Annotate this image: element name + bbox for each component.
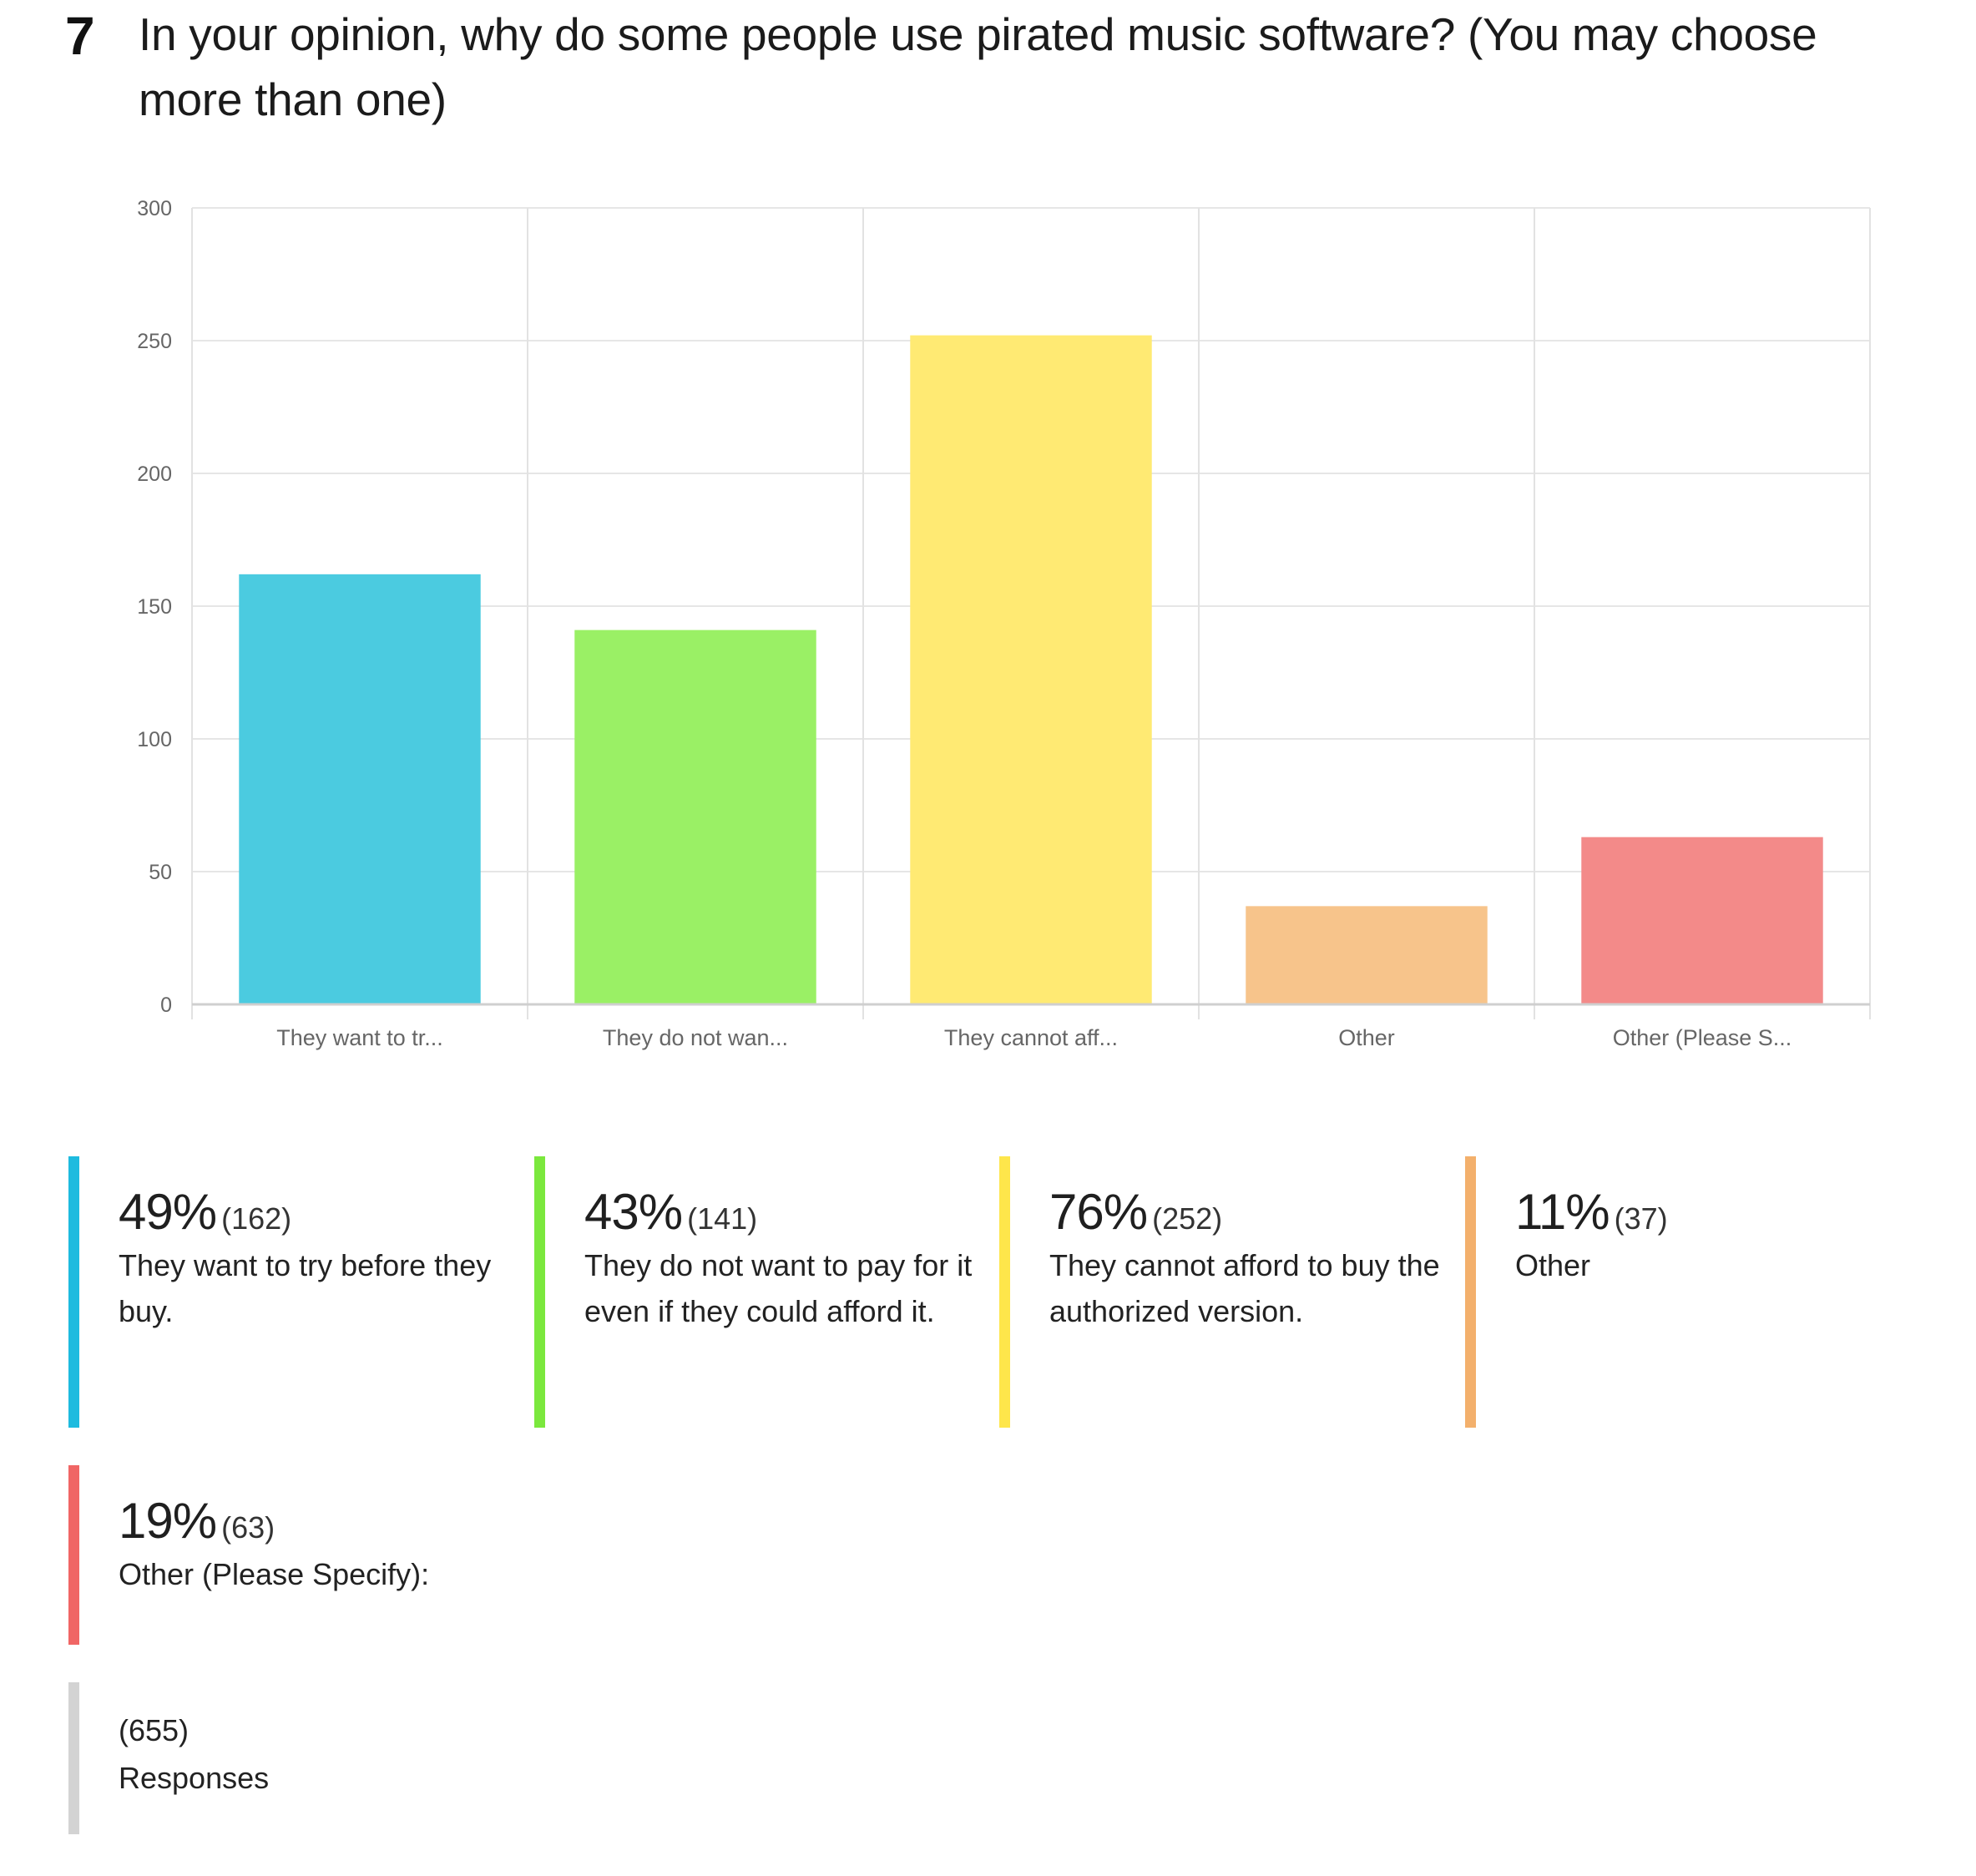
- chart-bars: [239, 335, 1823, 1004]
- legend-percent: 43%: [584, 1184, 683, 1240]
- legend-count: (37): [1614, 1201, 1668, 1236]
- legend-count: (141): [687, 1201, 758, 1236]
- bar[interactable]: [574, 630, 816, 1004]
- bar[interactable]: [1581, 837, 1823, 1004]
- legend-count: (252): [1152, 1201, 1223, 1236]
- y-tick-label: 100: [137, 728, 172, 751]
- question-number: 7: [65, 6, 95, 66]
- y-tick-label: 300: [137, 197, 172, 220]
- x-tick-label: Other: [1338, 1025, 1395, 1050]
- legend-color-bar: [999, 1156, 1010, 1428]
- legend-label: They do not want to pay for it even if t…: [584, 1248, 973, 1328]
- responses-color-bar: [68, 1682, 79, 1834]
- x-tick-label: They do not wan...: [603, 1025, 788, 1050]
- legend-color-bar: [68, 1465, 79, 1645]
- y-tick-label: 250: [137, 330, 172, 353]
- legend-color-bar: [1465, 1156, 1476, 1428]
- legend-label: Other: [1515, 1248, 1591, 1282]
- legend-percent: 11%: [1515, 1184, 1610, 1240]
- chart-axes: 0 50 100 150 200 250 300 They want to tr... They…: [137, 197, 1870, 1050]
- y-tick-label: 0: [160, 994, 172, 1017]
- legend-label: They cannot afford to buy the authorized…: [1049, 1248, 1440, 1328]
- question-title: In your opinion, why do some people use …: [139, 8, 1817, 125]
- responses-label: Responses: [119, 1761, 270, 1795]
- y-tick-label: 50: [149, 861, 172, 884]
- legend-label: They want to try before they buy.: [119, 1248, 492, 1328]
- bar[interactable]: [239, 574, 481, 1004]
- legend-count: (162): [221, 1201, 292, 1236]
- legend-percent: 19%: [119, 1493, 217, 1549]
- bar[interactable]: [910, 335, 1152, 1004]
- legend-color-bar: [534, 1156, 545, 1428]
- legend-label: Other (Please Specify):: [119, 1557, 430, 1591]
- legend-percent: 76%: [1049, 1184, 1148, 1240]
- y-tick-label: 150: [137, 595, 172, 619]
- bar-chart: 0 50 100 150 200 250 300 They want to tr... They…: [137, 197, 1871, 1050]
- y-tick-label: 200: [137, 463, 172, 486]
- bar[interactable]: [1246, 906, 1488, 1004]
- x-tick-label: Other (Please S...: [1613, 1025, 1792, 1050]
- responses-count: (655): [119, 1713, 190, 1747]
- legend-percent: 49%: [119, 1184, 217, 1240]
- x-tick-label: They want to tr...: [276, 1025, 443, 1050]
- x-tick-label: They cannot aff...: [944, 1025, 1118, 1050]
- legend-count: (63): [221, 1510, 275, 1545]
- legend-color-bar: [68, 1156, 79, 1428]
